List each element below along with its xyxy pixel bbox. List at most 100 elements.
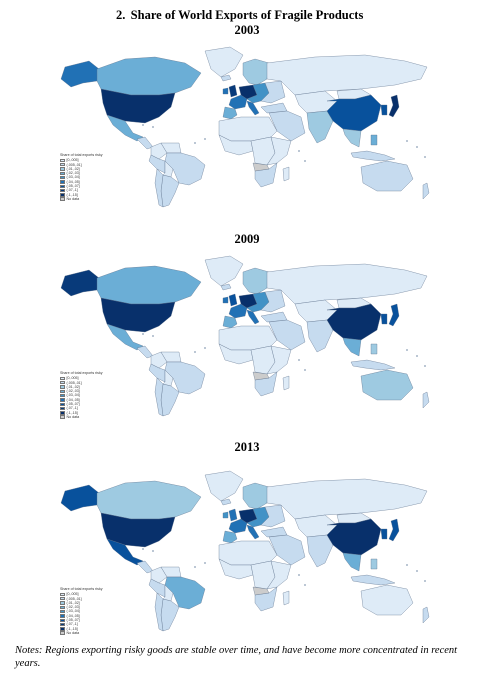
map-year-label: 2003 (234, 23, 260, 37)
legend-label: (.1,.15] (66, 626, 78, 631)
region-middle-east (268, 319, 306, 351)
figure-notes: Notes: Regions exporting risky goods are… (15, 645, 458, 669)
region-japan (388, 303, 400, 327)
legend-label: (.03,.04] (66, 609, 80, 614)
island-dot (142, 333, 144, 335)
region-philippines (370, 343, 378, 355)
island-dot (406, 349, 408, 351)
legend-item: (.05,.07] (60, 184, 103, 188)
legend-item: (.07,.1] (60, 622, 103, 626)
region-alaska (60, 269, 100, 297)
legend-item: (.02,.03] (60, 389, 103, 393)
region-uk (228, 84, 238, 98)
region-russia (266, 54, 428, 96)
region-china (326, 518, 382, 556)
legend-label: (.05,.07] (66, 184, 80, 189)
region-new-zealand (422, 391, 430, 409)
world-map-2009 (55, 252, 443, 420)
island-dot (204, 138, 206, 140)
legend-swatch (60, 601, 65, 605)
legend-item: (.04,.05] (60, 614, 103, 618)
region-colombia (150, 142, 168, 160)
region-colombia (150, 566, 168, 584)
island-dot (142, 548, 144, 550)
legend-label: (.005,.01] (66, 596, 82, 601)
legend-swatch (60, 158, 65, 163)
legend-label: (.02,.03] (66, 389, 80, 394)
region-italy (246, 524, 260, 540)
legend-title: Share of total exports risky (60, 153, 103, 157)
legend-label: (.1,.15] (66, 410, 78, 415)
region-madagascar (282, 375, 290, 391)
region-australia (360, 160, 414, 192)
region-southeast-asia (342, 337, 362, 357)
figure-title: Share of World Exports of Fragile Produc… (130, 8, 364, 22)
legend-label: (.02,.03] (66, 171, 80, 176)
legend-swatch (60, 402, 65, 406)
legend-swatch (60, 385, 65, 389)
world-map-svg (60, 470, 430, 632)
island-dot (406, 140, 408, 142)
figure-title-row: 2. Share of World Exports of Fragile Pro… (0, 8, 494, 23)
legend-item: (.03,.04] (60, 393, 103, 397)
legend-label: (.05,.07] (66, 618, 80, 623)
region-iceland (220, 498, 232, 506)
region-ireland (222, 296, 229, 304)
region-argentina (160, 598, 180, 632)
legend-swatch (60, 631, 65, 635)
region-argentina (160, 383, 180, 417)
region-madagascar (282, 166, 290, 182)
legend-swatch (60, 627, 65, 631)
legend-item: (.1,.15] (60, 411, 103, 415)
island-dot (304, 160, 306, 162)
region-iberia (222, 315, 238, 329)
legend-label: [0,.005] (66, 376, 79, 381)
legend-label: (.1,.15] (66, 192, 78, 197)
island-dot (416, 570, 418, 572)
region-italy (246, 309, 260, 325)
region-southeast-asia (342, 128, 362, 148)
region-middle-east (268, 110, 306, 142)
legend-item: No data (60, 415, 103, 419)
legend-swatch (60, 406, 65, 411)
legend-swatch (60, 175, 65, 180)
island-dot (204, 347, 206, 349)
legend-label: No data (66, 630, 80, 635)
island-dot (424, 156, 426, 158)
region-usa (100, 88, 176, 124)
legend-item: (.03,.04] (60, 175, 103, 179)
region-southeast-asia (342, 552, 362, 572)
legend-item: (.005,.01] (60, 597, 103, 601)
legend-swatch (60, 592, 65, 597)
region-chile (154, 592, 164, 632)
legend-label: (.07,.1] (66, 622, 78, 627)
legend-label: (.04,.05] (66, 179, 80, 184)
region-central-america (136, 345, 154, 359)
legend-item: (.07,.1] (60, 406, 103, 410)
legend-swatch (60, 597, 65, 601)
legend-label: (.01,.02] (66, 166, 80, 171)
legend-swatch (60, 171, 65, 176)
map-year-label: 2013 (234, 440, 260, 454)
region-scandinavia (242, 482, 270, 510)
world-map-svg (60, 46, 430, 208)
region-alaska (60, 60, 100, 88)
region-madagascar (282, 590, 290, 606)
legend-label: (.01,.02] (66, 384, 80, 389)
region-scandinavia (242, 58, 270, 86)
legend-label: (.005,.01] (66, 380, 82, 385)
legend-item: (.02,.03] (60, 605, 103, 609)
region-iberia (222, 106, 238, 120)
legend-swatch (60, 197, 65, 201)
legend-item: No data (60, 631, 103, 635)
legend-label: (.03,.04] (66, 393, 80, 398)
island-dot (152, 126, 154, 128)
region-china (326, 303, 382, 341)
region-russia (266, 478, 428, 520)
map-legend: Share of total exports risky [0,.005] (.00… (60, 587, 103, 635)
region-chile (154, 168, 164, 208)
legend-label: [0,.005] (66, 592, 79, 597)
region-iceland (220, 74, 232, 82)
region-new-zealand (422, 182, 430, 200)
legend-title: Share of total exports risky (60, 587, 103, 591)
